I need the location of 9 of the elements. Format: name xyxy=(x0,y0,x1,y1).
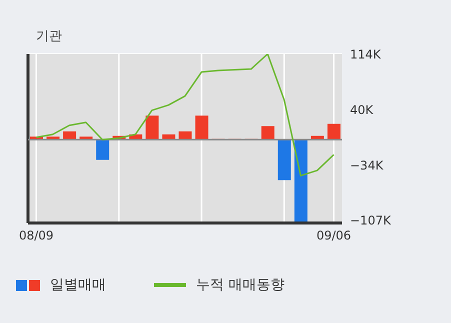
chart-title: 기관 xyxy=(36,28,62,45)
y-tick-label: 40K xyxy=(350,102,374,117)
y-tick-label: 114K xyxy=(350,47,382,62)
x-tick-label: 09/06 xyxy=(316,228,352,243)
legend-label: 누적 매매동향 xyxy=(196,276,284,294)
legend-label: 일별매매 xyxy=(50,276,106,294)
y-tick-label: −34K xyxy=(350,158,384,172)
x-tick-label: 08/09 xyxy=(18,228,54,243)
y-tick-label: −107K xyxy=(350,213,392,228)
